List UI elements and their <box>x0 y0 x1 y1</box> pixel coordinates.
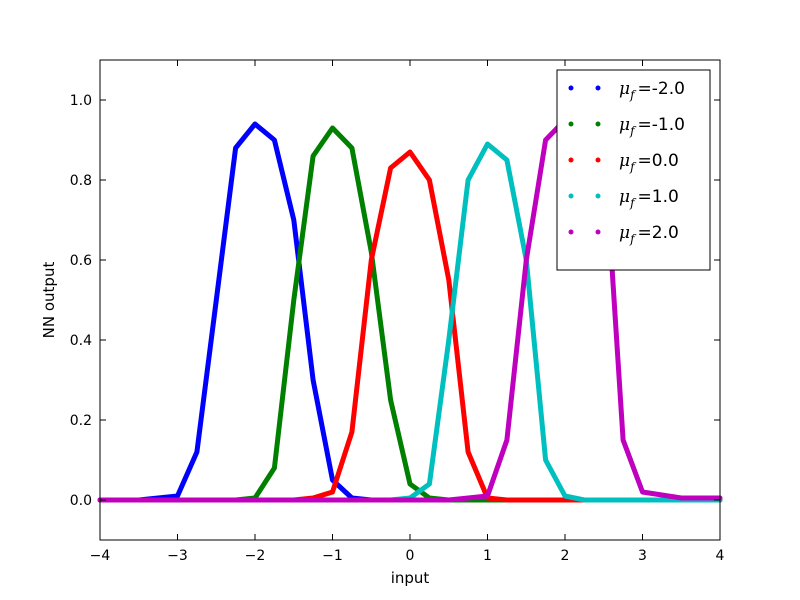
x-axis-label: input <box>391 569 430 587</box>
legend-box <box>556 69 711 271</box>
y-tick-label: 0.8 <box>70 173 92 189</box>
legend-marker <box>595 121 601 127</box>
y-tick-label: 0.6 <box>70 253 92 269</box>
legend-marker <box>595 193 601 199</box>
legend-label: μf =1.0 <box>619 187 679 210</box>
x-tick-label: −3 <box>167 548 188 564</box>
legend: μf =-2.0 μf =-1.0 μf =0.0 μf =1.0 μf =2.0 <box>556 69 711 271</box>
legend-marker <box>568 157 574 163</box>
x-tick-label: −2 <box>245 548 266 564</box>
y-tick-label: 0.4 <box>70 333 92 349</box>
x-tick-label: −1 <box>322 548 343 564</box>
tick-layer: −4 −3 −2 −1 0 1 2 3 4 0.0 0.2 0.4 0.6 0.8 1.0 <box>70 60 725 564</box>
legend-marker <box>568 121 574 127</box>
legend-marker <box>595 157 601 163</box>
x-tick-label: 2 <box>561 548 570 564</box>
y-axis-label: NN output <box>40 262 58 339</box>
y-tick-label: 0.2 <box>70 413 92 429</box>
x-tick-label: 4 <box>716 548 725 564</box>
legend-marker <box>595 85 601 91</box>
legend-marker <box>568 229 574 235</box>
legend-label: μf =-1.0 <box>619 115 685 138</box>
legend-label: μf =0.0 <box>619 151 679 174</box>
legend-marker <box>595 229 601 235</box>
x-tick-label: 3 <box>638 548 647 564</box>
legend-label: μf =2.0 <box>619 223 679 246</box>
legend-marker <box>568 193 574 199</box>
x-tick-label: 0 <box>406 548 415 564</box>
x-tick-label: −4 <box>90 548 111 564</box>
y-tick-label: 1.0 <box>70 93 92 109</box>
legend-label: μf =-2.0 <box>619 79 685 102</box>
legend-marker <box>568 85 574 91</box>
y-tick-label: 0.0 <box>70 493 92 509</box>
x-tick-label: 1 <box>483 548 492 564</box>
